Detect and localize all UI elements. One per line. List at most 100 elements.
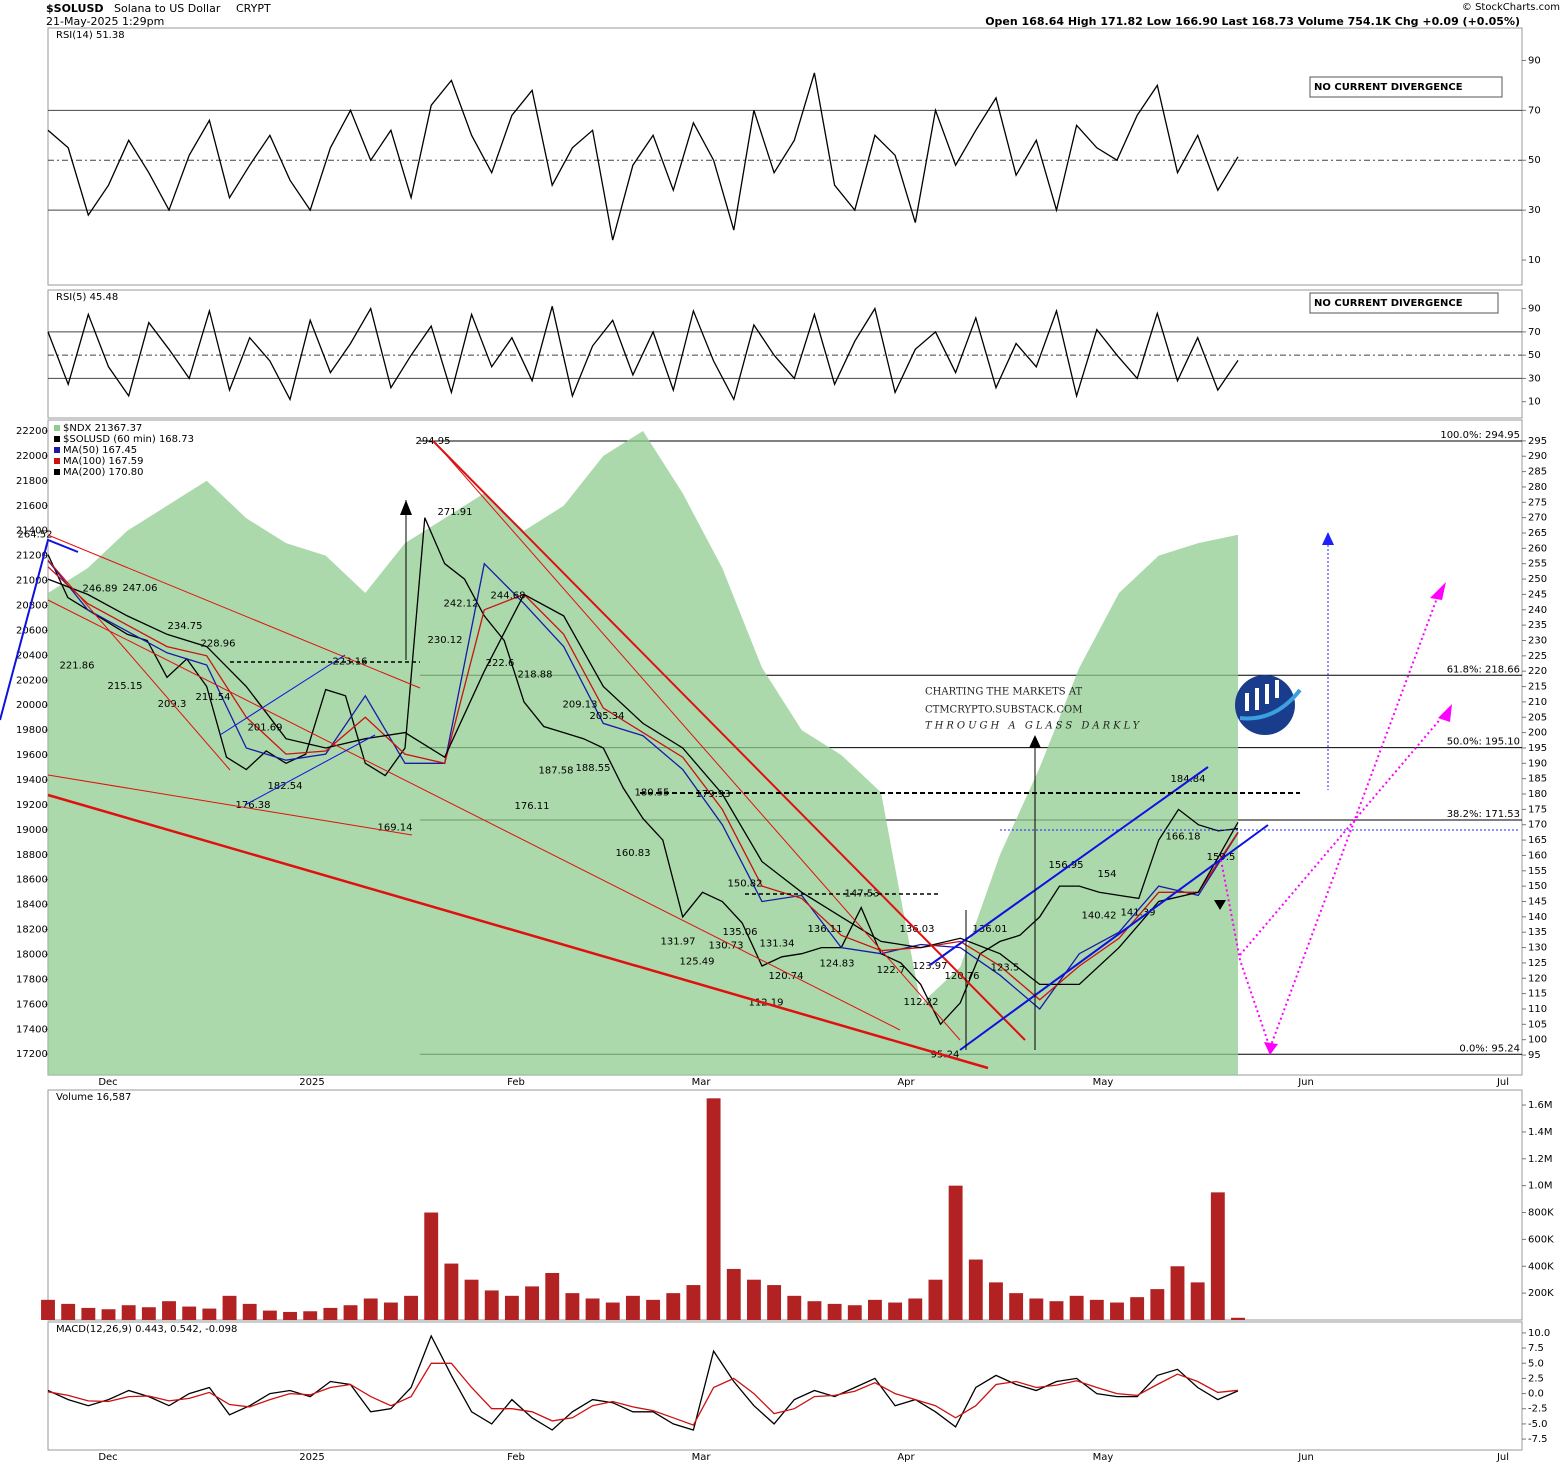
bar (383, 1302, 398, 1320)
price-label: 140.42 (1082, 911, 1117, 922)
y-tick-label: 1.6M (1528, 1100, 1553, 1111)
price-label: 130.73 (709, 940, 744, 951)
y-tick-label: 200K (1528, 1288, 1554, 1299)
y-tick-label: 285 (1528, 467, 1547, 478)
bar (868, 1299, 882, 1320)
watermark-line: THROUGH A GLASS DARKLY (925, 721, 1142, 732)
x-tick-label: Apr (897, 1452, 915, 1463)
y-tick-label: 100 (1528, 1035, 1547, 1046)
y-tick-label: 180 (1528, 789, 1547, 800)
y-tick-label: 170 (1528, 820, 1547, 831)
line (47, 1334, 1239, 1431)
bar (1029, 1298, 1044, 1320)
x-tick-label: Jul (1496, 1452, 1509, 1463)
bar (746, 1279, 761, 1320)
y2-tick-label: 21200 (16, 551, 48, 562)
bar (767, 1285, 782, 1320)
y-tick-label: 7.5 (1528, 1343, 1544, 1354)
y2-tick-label: 20800 (16, 600, 48, 611)
price-label: 179.93 (696, 789, 731, 800)
y-tick-label: 10 (1528, 255, 1541, 266)
price-label: 221.86 (60, 660, 95, 671)
y-tick-label: -5.0 (1528, 1419, 1548, 1430)
arrow-heads (400, 500, 1452, 1055)
y-tick-label: 275 (1528, 497, 1547, 508)
bar (1069, 1295, 1084, 1320)
line (47, 578, 1239, 986)
y-tick-label: 115 (1528, 989, 1547, 1000)
fib-label: 100.0%: 294.95 (1440, 430, 1520, 441)
legend-swatch (54, 458, 60, 464)
bar (1170, 1266, 1185, 1320)
price-label: 154 (1097, 869, 1116, 880)
watermark-line: CTMCRYPTO.SUBSTACK.COM (925, 705, 1082, 716)
y-tick-label: 10 (1528, 397, 1541, 408)
price-label: 124.83 (820, 958, 855, 969)
y-tick-label: 0.0 (1528, 1389, 1544, 1400)
y-tick-label: -7.5 (1528, 1434, 1548, 1445)
price-label: 169.14 (378, 822, 413, 833)
y-tick-label: 30 (1528, 373, 1541, 384)
y2-tick-label: 19600 (16, 750, 48, 761)
y-tick-label: 250 (1528, 574, 1547, 585)
y-tick-label: -2.5 (1528, 1404, 1548, 1415)
price-label: 112.22 (904, 997, 939, 1008)
y-tick-label: 140 (1528, 912, 1547, 923)
y-tick-label: 150 (1528, 881, 1547, 892)
bar (41, 1299, 55, 1320)
price-label: 123.5 (991, 963, 1020, 974)
bar (182, 1306, 197, 1320)
price-label: 123.97 (913, 961, 948, 972)
y2-tick-label: 19200 (16, 800, 48, 811)
price-label: 209.13 (563, 700, 598, 711)
price-label: 182.54 (268, 781, 303, 792)
trendlines (0, 440, 1520, 1070)
y-tick-label: 130 (1528, 943, 1547, 954)
price-label: 131.34 (760, 938, 795, 949)
y-tick-label: 190 (1528, 758, 1547, 769)
bar (827, 1303, 842, 1320)
y-tick-label: 1.0M (1528, 1181, 1553, 1192)
y-tick-label: 210 (1528, 697, 1547, 708)
symbol: $SOLUSD (46, 2, 104, 15)
x-tick-label: 2025 (299, 1452, 324, 1463)
y-tick-label: 260 (1528, 543, 1547, 554)
bar (81, 1307, 96, 1320)
bar (1110, 1302, 1124, 1320)
quote: Open 168.64 High 171.82 Low 166.90 Last … (985, 15, 1520, 28)
line (47, 566, 1239, 1001)
bar (121, 1305, 136, 1320)
y2-tick-label: 18400 (16, 900, 48, 911)
y-tick-label: 225 (1528, 651, 1547, 662)
y2-tick-label: 22200 (16, 426, 48, 437)
bar (1190, 1282, 1205, 1320)
bar (706, 1098, 721, 1320)
x-tick-label: Feb (507, 1452, 525, 1463)
y-tick-label: 230 (1528, 635, 1547, 646)
y-tick-label: 125 (1528, 958, 1547, 969)
x-tick-label: May (1093, 1452, 1114, 1463)
x-tick-label: Jun (1297, 1452, 1314, 1463)
line (47, 517, 1239, 1026)
legend-swatch (54, 436, 60, 442)
panel-title: RSI(5) 45.48 (56, 292, 118, 303)
panel-title: MACD(12,26,9) 0.443, 0.542, -0.098 (56, 1324, 237, 1335)
x-tick-label: Mar (692, 1077, 712, 1088)
y-tick-label: 255 (1528, 559, 1547, 570)
legend-swatch (54, 447, 60, 453)
y-tick-label: 155 (1528, 866, 1547, 877)
exchange: CRYPT (236, 2, 271, 15)
line (47, 1362, 1239, 1426)
panel-title: RSI(14) 51.38 (56, 30, 125, 41)
y-tick-label: 295 (1528, 436, 1547, 447)
price-label: 160.83 (616, 848, 651, 859)
watermark-line: CHARTING THE MARKETS AT (925, 687, 1082, 698)
y-tick-label: 200 (1528, 728, 1547, 739)
annotation-box (1309, 76, 1503, 98)
y2-tick-label: 19000 (16, 825, 48, 836)
price-label: 184.84 (1171, 774, 1206, 785)
y-tick-label: 90 (1528, 55, 1541, 66)
y-tick-label: 95 (1528, 1050, 1541, 1061)
price-label: 150.82 (728, 879, 763, 890)
